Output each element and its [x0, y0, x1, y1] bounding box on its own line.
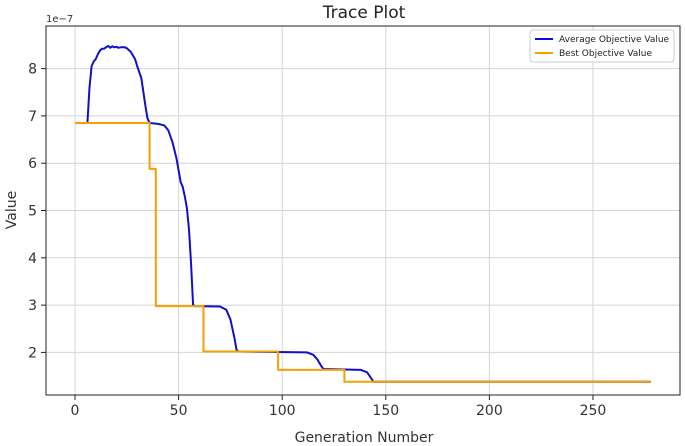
- series-lines: [75, 44, 651, 383]
- legend-label-best-objective-value: Best Objective Value: [559, 49, 653, 59]
- legend-label-average-objective-value: Average Objective Value: [559, 35, 670, 45]
- y-axis-ticks: 2 3 4 5 6 7 8: [28, 62, 46, 361]
- x-tick-label: 250: [580, 403, 607, 419]
- y-tick-label: 5: [28, 204, 37, 220]
- chart-title: Trace Plot: [322, 3, 406, 23]
- x-tick-label: 50: [170, 403, 188, 419]
- best-objective-value-line: [75, 122, 651, 383]
- y-tick-label: 4: [28, 251, 37, 267]
- y-offset-label: 1e−7: [46, 14, 73, 25]
- y-tick-label: 2: [28, 345, 37, 361]
- y-tick-label: 6: [28, 156, 37, 172]
- x-axis-ticks: 0 50 100 150 200 250: [71, 395, 607, 419]
- y-tick-label: 3: [28, 298, 37, 314]
- average-objective-value-line: [75, 44, 651, 383]
- y-tick-label: 7: [28, 109, 37, 125]
- legend: Average Objective Value Best Objective Va…: [529, 29, 675, 63]
- x-tick-label: 100: [269, 403, 296, 419]
- grid: [46, 26, 680, 395]
- y-tick-label: 8: [28, 62, 37, 78]
- y-axis-label: Value: [4, 191, 20, 229]
- x-axis-label: Generation Number: [295, 430, 434, 446]
- x-tick-label: 150: [372, 403, 399, 419]
- legend-box: [529, 29, 675, 63]
- x-tick-label: 200: [476, 403, 503, 419]
- x-tick-label: 0: [71, 403, 80, 419]
